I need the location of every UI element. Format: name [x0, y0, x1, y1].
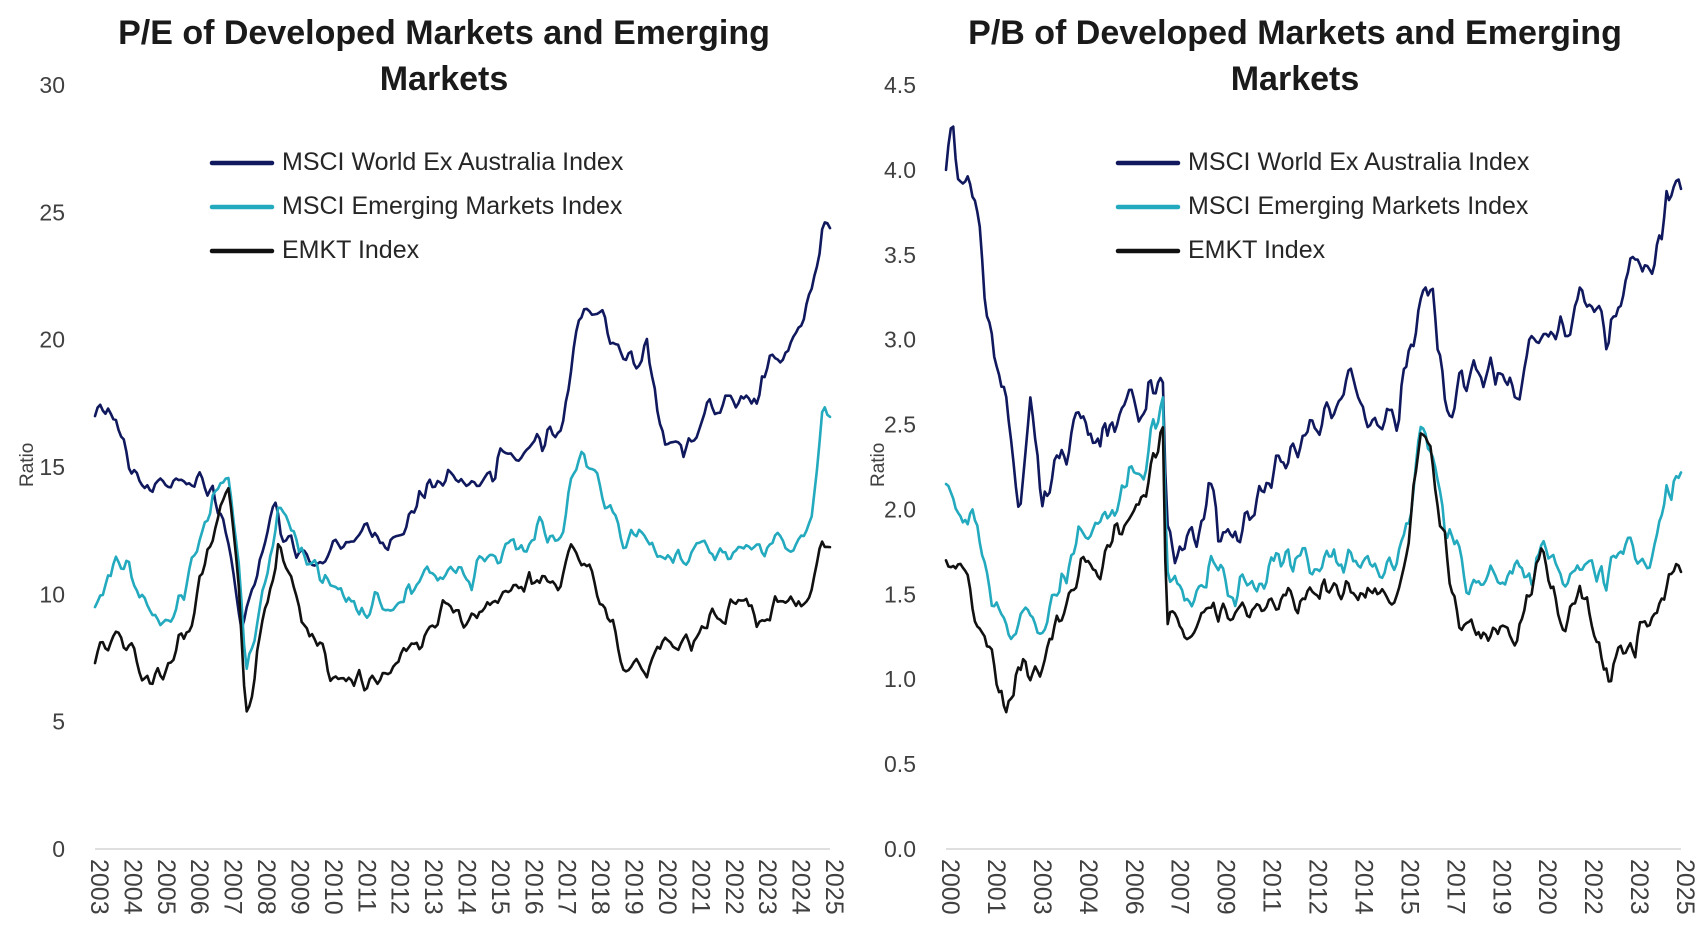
- svg-text:2005: 2005: [152, 859, 180, 915]
- svg-text:4.0: 4.0: [884, 157, 916, 183]
- svg-text:2001: 2001: [982, 859, 1010, 915]
- svg-text:0.5: 0.5: [884, 751, 916, 777]
- svg-text:2015: 2015: [486, 859, 514, 915]
- svg-text:2003: 2003: [85, 859, 113, 915]
- svg-text:0: 0: [52, 836, 65, 862]
- svg-text:2023: 2023: [1625, 859, 1653, 915]
- svg-text:2.0: 2.0: [884, 496, 916, 522]
- svg-text:MSCI Emerging Markets Index: MSCI Emerging Markets Index: [1188, 192, 1529, 220]
- svg-text:1.5: 1.5: [884, 581, 916, 607]
- svg-text:EMKT Index: EMKT Index: [1188, 236, 1326, 264]
- svg-text:4.5: 4.5: [884, 72, 916, 98]
- svg-text:0.0: 0.0: [884, 836, 916, 862]
- svg-text:2018: 2018: [586, 859, 614, 915]
- svg-text:2017: 2017: [1441, 859, 1469, 915]
- svg-text:2007: 2007: [219, 859, 247, 915]
- svg-text:Ratio: Ratio: [17, 443, 38, 487]
- svg-text:2012: 2012: [1304, 859, 1332, 915]
- svg-text:MSCI Emerging Markets Index: MSCI Emerging Markets Index: [282, 192, 623, 220]
- svg-text:2024: 2024: [787, 859, 815, 915]
- svg-text:2004: 2004: [1074, 859, 1102, 915]
- svg-text:2006: 2006: [185, 859, 213, 915]
- svg-text:3.5: 3.5: [884, 242, 916, 268]
- svg-text:2015: 2015: [1395, 859, 1423, 915]
- svg-text:2025: 2025: [1671, 859, 1699, 915]
- svg-text:2022: 2022: [1579, 859, 1607, 915]
- svg-text:2006: 2006: [1120, 859, 1148, 915]
- svg-text:P/E of Developed Markets and E: P/E of Developed Markets and Emerging: [118, 14, 770, 52]
- svg-text:2004: 2004: [118, 859, 146, 915]
- svg-text:5: 5: [52, 709, 65, 735]
- svg-text:3.0: 3.0: [884, 327, 916, 353]
- svg-text:2000: 2000: [936, 859, 964, 915]
- svg-text:2022: 2022: [720, 859, 748, 915]
- svg-text:MSCI World Ex Australia Index: MSCI World Ex Australia Index: [282, 148, 624, 176]
- svg-text:2012: 2012: [386, 859, 414, 915]
- svg-text:2017: 2017: [553, 859, 581, 915]
- svg-text:2019: 2019: [1487, 859, 1515, 915]
- svg-text:2014: 2014: [453, 859, 481, 915]
- svg-text:2025: 2025: [820, 859, 848, 915]
- svg-text:10: 10: [39, 581, 65, 607]
- svg-text:2011: 2011: [352, 859, 380, 913]
- svg-text:20: 20: [39, 327, 65, 353]
- svg-text:2011: 2011: [1258, 859, 1286, 913]
- svg-text:Markets: Markets: [380, 60, 509, 98]
- svg-text:MSCI World Ex Australia Index: MSCI World Ex Australia Index: [1188, 148, 1530, 176]
- svg-text:30: 30: [39, 72, 65, 98]
- svg-text:2007: 2007: [1166, 859, 1194, 915]
- svg-text:2019: 2019: [620, 859, 648, 915]
- svg-text:EMKT Index: EMKT Index: [282, 236, 420, 264]
- svg-text:P/B of Developed Markets and E: P/B of Developed Markets and Emerging: [968, 14, 1622, 52]
- svg-text:2008: 2008: [252, 859, 280, 915]
- svg-text:1.0: 1.0: [884, 666, 916, 692]
- svg-text:15: 15: [39, 454, 65, 480]
- svg-text:Ratio: Ratio: [868, 443, 889, 487]
- svg-text:2009: 2009: [1212, 859, 1240, 915]
- svg-text:Markets: Markets: [1231, 60, 1360, 98]
- svg-text:2010: 2010: [319, 859, 347, 915]
- svg-text:2016: 2016: [519, 859, 547, 915]
- svg-text:2009: 2009: [285, 859, 313, 915]
- svg-text:25: 25: [39, 199, 65, 225]
- svg-text:2003: 2003: [1028, 859, 1056, 915]
- svg-text:2020: 2020: [1533, 859, 1561, 915]
- svg-text:2.5: 2.5: [884, 412, 916, 438]
- svg-text:2021: 2021: [686, 859, 714, 915]
- svg-text:2013: 2013: [419, 859, 447, 915]
- svg-text:2023: 2023: [753, 859, 781, 915]
- svg-text:2014: 2014: [1349, 859, 1377, 915]
- svg-text:2020: 2020: [653, 859, 681, 915]
